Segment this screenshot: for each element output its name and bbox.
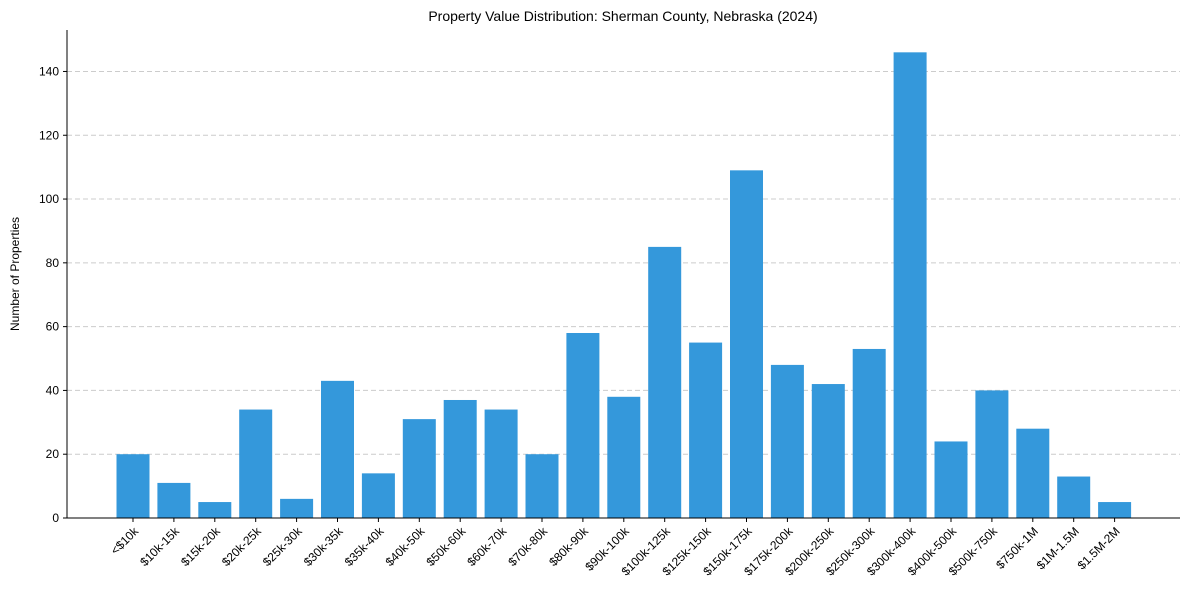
bar bbox=[770, 364, 804, 518]
y-tick-label: 60 bbox=[46, 320, 60, 334]
bar bbox=[443, 399, 477, 518]
bar bbox=[361, 473, 395, 518]
bar bbox=[525, 454, 559, 518]
x-tick-label: $20k-25k bbox=[219, 524, 265, 570]
bar bbox=[116, 454, 150, 518]
grid-lines bbox=[67, 70, 1180, 455]
bar bbox=[321, 380, 354, 518]
bar bbox=[934, 441, 968, 518]
x-tick-label: $70k-80k bbox=[505, 524, 551, 570]
y-tick-label: 80 bbox=[46, 256, 60, 270]
bar bbox=[402, 419, 436, 518]
bar bbox=[280, 498, 314, 518]
x-tick-label: $10k-15k bbox=[137, 524, 183, 570]
bar bbox=[811, 384, 845, 518]
bar bbox=[1098, 502, 1132, 518]
x-tick-label: $750k-1M bbox=[993, 524, 1041, 572]
chart-title: Property Value Distribution: Sherman Cou… bbox=[428, 8, 817, 24]
x-tick-label: $25k-30k bbox=[260, 524, 306, 570]
x-tick-label: $60k-70k bbox=[464, 524, 510, 570]
y-tick-label: 100 bbox=[39, 192, 59, 206]
x-tick-label: <$10k bbox=[108, 524, 142, 558]
x-tick-label: $35k-40k bbox=[342, 524, 388, 570]
bar bbox=[566, 333, 600, 518]
bar bbox=[607, 396, 641, 518]
bar bbox=[975, 390, 1009, 518]
bar bbox=[1057, 476, 1091, 518]
y-axis-label: Number of Properties bbox=[8, 217, 22, 331]
x-tick-label: $1M-1.5M bbox=[1034, 524, 1082, 572]
bar bbox=[198, 502, 232, 518]
y-tick-label: 120 bbox=[39, 128, 59, 142]
x-ticks: <$10k$10k-15k$15k-20k$20k-25k$25k-30k$30… bbox=[108, 518, 1123, 578]
y-tick-label: 40 bbox=[46, 383, 60, 397]
bar bbox=[1016, 428, 1050, 518]
bar bbox=[730, 170, 763, 518]
y-ticks: 0 20 40 60 80 100 120 140 bbox=[39, 64, 67, 525]
x-tick-label: $40k-50k bbox=[383, 524, 429, 570]
y-tick-label: 20 bbox=[46, 447, 60, 461]
bar bbox=[484, 409, 518, 518]
x-tick-label: $1.5M-2M bbox=[1075, 524, 1123, 572]
x-tick-label: $15k-20k bbox=[178, 524, 224, 570]
y-tick-label: 140 bbox=[39, 64, 59, 78]
y-tick-label: 0 bbox=[52, 511, 59, 525]
bar bbox=[852, 348, 886, 518]
x-tick-label: $30k-35k bbox=[301, 524, 347, 570]
bar bbox=[893, 52, 927, 519]
bar bbox=[157, 482, 191, 518]
bar bbox=[689, 342, 723, 518]
bar bbox=[239, 409, 273, 518]
x-tick-label: $50k-60k bbox=[424, 524, 470, 570]
bar bbox=[648, 246, 682, 518]
bars bbox=[116, 52, 1132, 519]
